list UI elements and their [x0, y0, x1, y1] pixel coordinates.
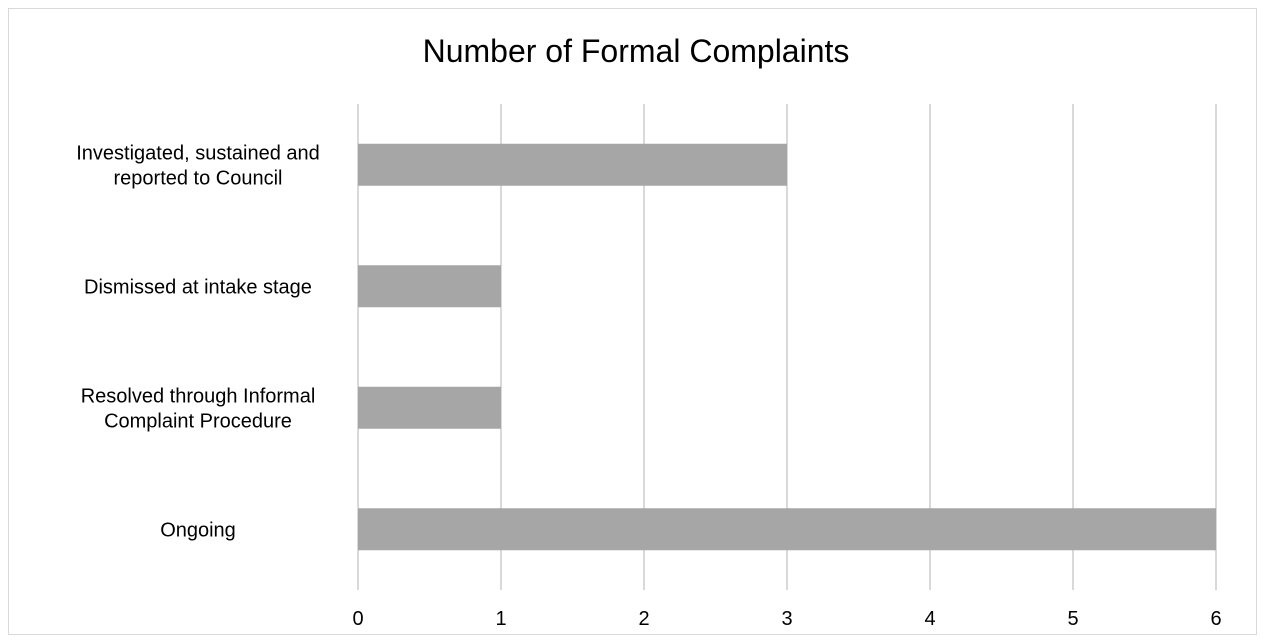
bar	[358, 265, 501, 308]
bar	[358, 508, 1216, 551]
x-tick-label: 1	[495, 608, 506, 630]
category-label: Dismissed at intake stage	[84, 276, 312, 298]
x-tick-label: 5	[1067, 608, 1078, 630]
x-tick-label: 3	[781, 608, 792, 630]
category-label: Ongoing	[160, 519, 236, 541]
bar	[358, 386, 501, 429]
x-tick-label: 2	[638, 608, 649, 630]
category-label-line: Resolved through Informal	[81, 385, 316, 407]
x-tick-labels: 0 1 2 3 4 5 6	[352, 608, 1221, 630]
category-label: Resolved through Informal Complaint Proce…	[81, 385, 316, 432]
category-labels: Investigated, sustained and reported to C…	[76, 142, 320, 541]
bars	[358, 143, 1216, 551]
category-label-line: Complaint Procedure	[104, 410, 292, 432]
bar	[358, 143, 787, 186]
chart-title: Number of Formal Complaints	[423, 33, 850, 69]
category-label-line: reported to Council	[114, 167, 283, 189]
x-tick-label: 4	[924, 608, 935, 630]
category-label: Investigated, sustained and reported to C…	[76, 142, 320, 189]
category-label-line: Dismissed at intake stage	[84, 276, 312, 298]
category-label-line: Investigated, sustained and	[76, 142, 320, 164]
category-label-line: Ongoing	[160, 519, 236, 541]
x-tick-label: 6	[1210, 608, 1221, 630]
x-tick-label: 0	[352, 608, 363, 630]
